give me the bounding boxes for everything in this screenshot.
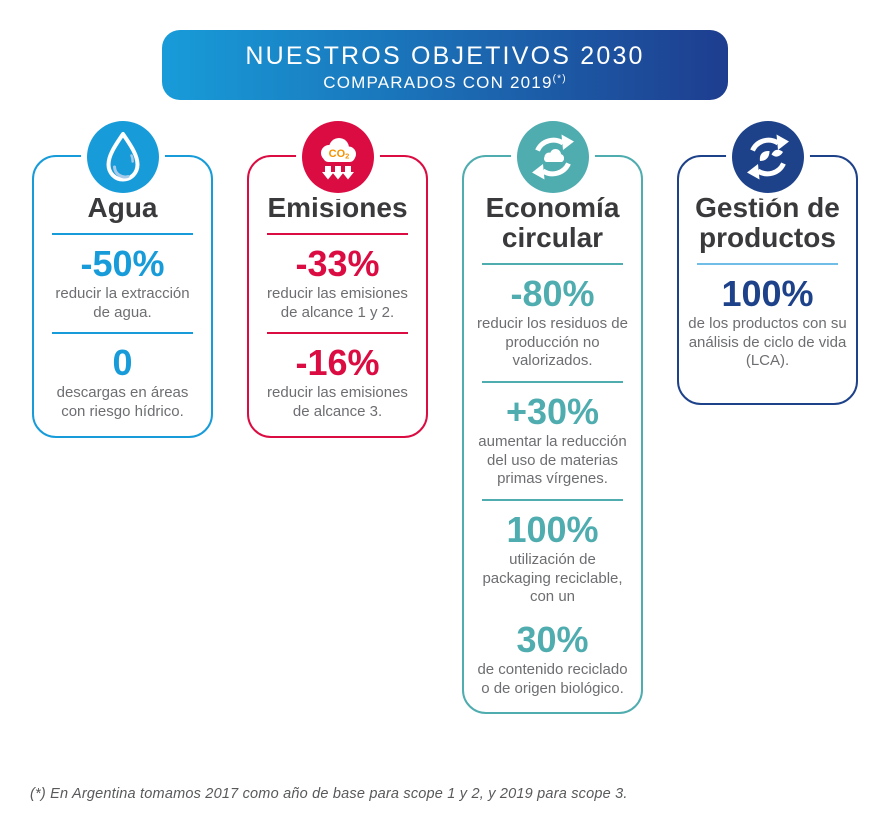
card-title-gestion: Gestión de productos	[695, 192, 840, 253]
divider	[267, 233, 408, 235]
stat-value: +30%	[505, 391, 600, 433]
card-agua: Agua -50% reducir la extracción de agua.…	[32, 121, 213, 438]
stat-water-discharges: 0 descargas en áreas con riesgo hídrico.	[42, 344, 203, 421]
stat-recycled-content: 30% de contenido reciclado o de origen b…	[472, 621, 633, 698]
water-drop-icon	[86, 121, 159, 193]
co2-label: CO2	[328, 148, 349, 161]
stat-emissions-scope3: -16% reducir las emisiones de alcance 3.	[257, 344, 418, 421]
stat-waste-reduction: -80% reducir los residuos de producción …	[472, 275, 633, 371]
divider	[52, 332, 193, 335]
stat-desc: reducir las emisiones de alcance 1 y 2.	[267, 284, 408, 321]
co2-cloud-icon: CO2	[301, 121, 374, 193]
stat-water-extraction: -50% reducir la extracción de agua.	[42, 245, 203, 322]
stat-value: 100%	[506, 509, 599, 551]
stat-emissions-scope12: -33% reducir las emisiones de alcance 1 …	[257, 245, 418, 322]
stat-desc: reducir las emisiones de alcance 3.	[267, 384, 408, 420]
header-subtitle: COMPARADOS CON 2019(*)	[323, 73, 567, 93]
card-economia-circular: Economía circular -80% reducir los resid…	[462, 121, 643, 715]
stat-virgin-materials: +30% aumentar la reducción del uso de ma…	[472, 393, 633, 489]
stat-recyclable-packaging: 100% utilización de packaging reciclable…	[472, 511, 633, 607]
stat-value: 100%	[721, 273, 814, 314]
header-subtitle-footnote-marker: (*)	[552, 72, 567, 84]
divider	[482, 381, 623, 384]
header-subtitle-text: COMPARADOS CON 2019	[323, 72, 553, 92]
stat-desc: de los productos con su análisis de cicl…	[688, 314, 847, 370]
divider	[697, 263, 838, 265]
card-title-economia: Economía circular	[485, 192, 620, 253]
stat-value: -33%	[295, 243, 380, 284]
objectives-cards-row: Agua -50% reducir la extracción de agua.…	[32, 121, 858, 715]
card-emisiones: CO2 Emisiones -33% reducir las emisiones…	[247, 121, 428, 438]
header-banner: NUESTROS OBJETIVOS 2030 COMPARADOS CON 2…	[162, 30, 728, 100]
stat-desc: utilización de packaging reciclable, con…	[482, 550, 623, 606]
divider	[267, 332, 408, 335]
stat-value: 30%	[516, 619, 589, 661]
recycle-leaf-icon	[731, 121, 804, 193]
card-gestion-productos: Gestión de productos 100% de los product…	[677, 121, 858, 405]
stat-lca-products: 100% de los productos con su análisis de…	[687, 275, 848, 371]
stat-desc: reducir los residuos de producción no va…	[477, 314, 628, 370]
divider	[482, 499, 623, 502]
circular-arrows-icon	[516, 121, 589, 193]
divider	[52, 233, 193, 235]
stat-value: -80%	[510, 273, 595, 314]
footnote: (*) En Argentina tomamos 2017 como año d…	[30, 786, 628, 802]
stat-value: 0	[112, 342, 133, 384]
divider	[482, 263, 623, 265]
stat-desc: aumentar la reducción del uso de materia…	[478, 432, 627, 488]
stat-desc: descargas en áreas con riesgo hídrico.	[56, 384, 189, 420]
stat-desc: de contenido reciclado o de origen bioló…	[477, 660, 628, 697]
stat-desc: reducir la extracción de agua.	[55, 284, 190, 321]
stat-value: -16%	[295, 342, 380, 384]
card-title-emisiones: Emisiones	[267, 192, 408, 223]
header-title: NUESTROS OBJETIVOS 2030	[245, 41, 645, 70]
card-title-agua: Agua	[87, 192, 158, 223]
stat-value: -50%	[80, 243, 165, 284]
